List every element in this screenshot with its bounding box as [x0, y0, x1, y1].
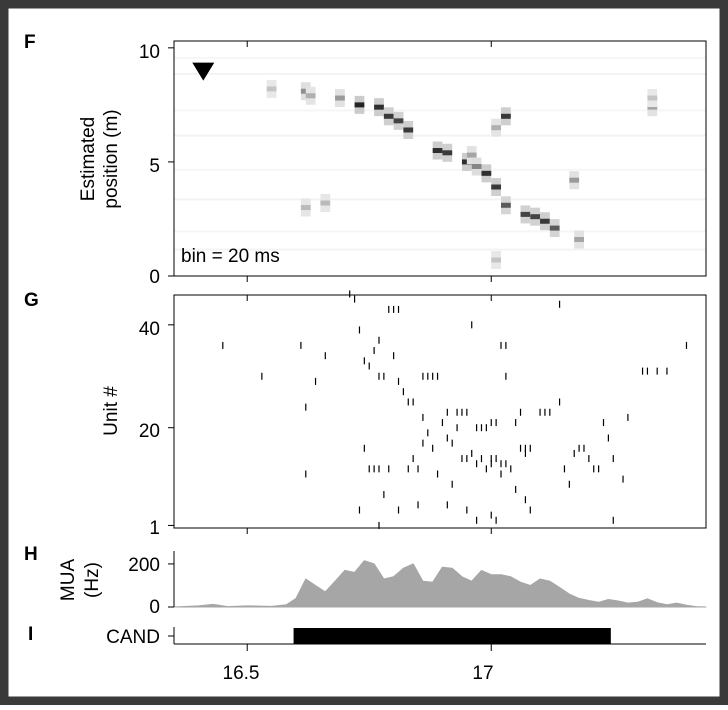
- heatmap-row-stripe: [174, 134, 706, 137]
- heatmap-cell: [266, 86, 277, 92]
- panel-f-heatmap: bin = 20 ms 0 5 10 Estimated position (m…: [78, 40, 707, 288]
- heatmap-cell: [647, 104, 658, 110]
- heatmap-cell: [393, 118, 404, 124]
- bin-annotation: bin = 20 ms: [181, 246, 280, 267]
- x-tick-label-17: 17: [472, 663, 493, 684]
- heatmap-cell: [491, 257, 502, 263]
- heatmap-cell: [335, 95, 345, 101]
- panel-label-i: I: [28, 624, 33, 645]
- y-tick-label-200: 200: [128, 555, 160, 576]
- panel-label-g: G: [24, 290, 39, 311]
- heatmap-cell: [320, 200, 331, 206]
- y-axis-label-line-2: position (m): [101, 109, 122, 208]
- y-axis-label-line-1: Estimated: [78, 117, 99, 201]
- raster-tick-marks: [168, 295, 492, 534]
- y-tick-label-40: 40: [139, 319, 160, 340]
- raster-y-ticks: 1 20 40: [139, 319, 160, 539]
- heatmap-cell: [501, 202, 511, 208]
- raster-background: [174, 295, 706, 528]
- heatmap-cell: [403, 127, 414, 133]
- heatmap-row-stripe: [174, 198, 706, 201]
- heatmap-y-ticks: 0 5 10: [139, 42, 160, 288]
- heatmap-axes-box: [173, 40, 707, 277]
- x-tick-marks: [246, 644, 492, 651]
- x-tick-label-16-5: 16.5: [223, 663, 260, 684]
- heatmap-cell: [647, 95, 658, 101]
- heatmap-cell: [569, 177, 580, 183]
- cand-label: CAND: [106, 627, 160, 648]
- heatmap-row-stripe: [174, 248, 706, 251]
- heatmap-row-stripes: [174, 56, 706, 251]
- y-tick-label-1: 1: [149, 518, 160, 539]
- panel-label-h: H: [24, 544, 38, 565]
- heatmap-tick-marks: [168, 41, 492, 282]
- y-tick-label-10: 10: [139, 42, 160, 63]
- heatmap-cells: [266, 79, 658, 270]
- mua-area: [173, 560, 707, 608]
- heatmap-cell: [383, 113, 394, 119]
- heatmap-row-stripe: [174, 56, 706, 59]
- heatmap-cell: [574, 236, 584, 242]
- panel-g-raster: 1 20 40 Unit #: [101, 290, 707, 539]
- y-axis-label-line-1: MUA: [58, 559, 79, 602]
- panel-label-f: F: [24, 32, 36, 53]
- spike-raster: [222, 290, 688, 529]
- heatmap-cell: [374, 104, 384, 110]
- cand-interval-bar: [293, 628, 611, 644]
- y-tick-label-0: 0: [149, 267, 160, 288]
- y-axis-label: Unit #: [101, 386, 122, 436]
- heatmap-cell: [471, 163, 482, 169]
- heatmap-cell: [540, 218, 550, 224]
- panel-h-mua: 0 200 MUA (Hz): [58, 551, 707, 618]
- heatmap-cell: [466, 152, 477, 158]
- heatmap-cell: [549, 225, 560, 231]
- heatmap-cell: [501, 113, 511, 119]
- y-axis-label-line-2: (Hz): [82, 562, 103, 598]
- raster-axes-box: [173, 294, 707, 529]
- heatmap-cell: [491, 184, 502, 190]
- heatmap-cell: [530, 214, 541, 220]
- y-tick-label-5: 5: [149, 156, 160, 177]
- heatmap-cell: [354, 102, 365, 108]
- panel-i-cand: CAND 16.5 17: [106, 627, 706, 684]
- heatmap-row-stripe: [174, 109, 706, 112]
- cand-intervals: [293, 628, 611, 644]
- heatmap-cell: [481, 170, 492, 176]
- heatmap-cell: [442, 150, 453, 156]
- heatmap-row-stripe: [174, 72, 706, 75]
- heatmap-cell: [305, 93, 316, 99]
- heatmap-cell: [520, 211, 531, 217]
- start-marker-triangle: [192, 62, 215, 81]
- heatmap-cell: [432, 148, 443, 154]
- heatmap-cell: [300, 205, 311, 211]
- mua-tick-marks: [168, 563, 174, 608]
- heatmap-row-stripe: [174, 230, 706, 233]
- heatmap-cell: [491, 125, 502, 131]
- y-tick-label-20: 20: [139, 421, 160, 442]
- y-tick-label-0: 0: [149, 597, 160, 618]
- heatmap-row-stripe: [174, 168, 706, 171]
